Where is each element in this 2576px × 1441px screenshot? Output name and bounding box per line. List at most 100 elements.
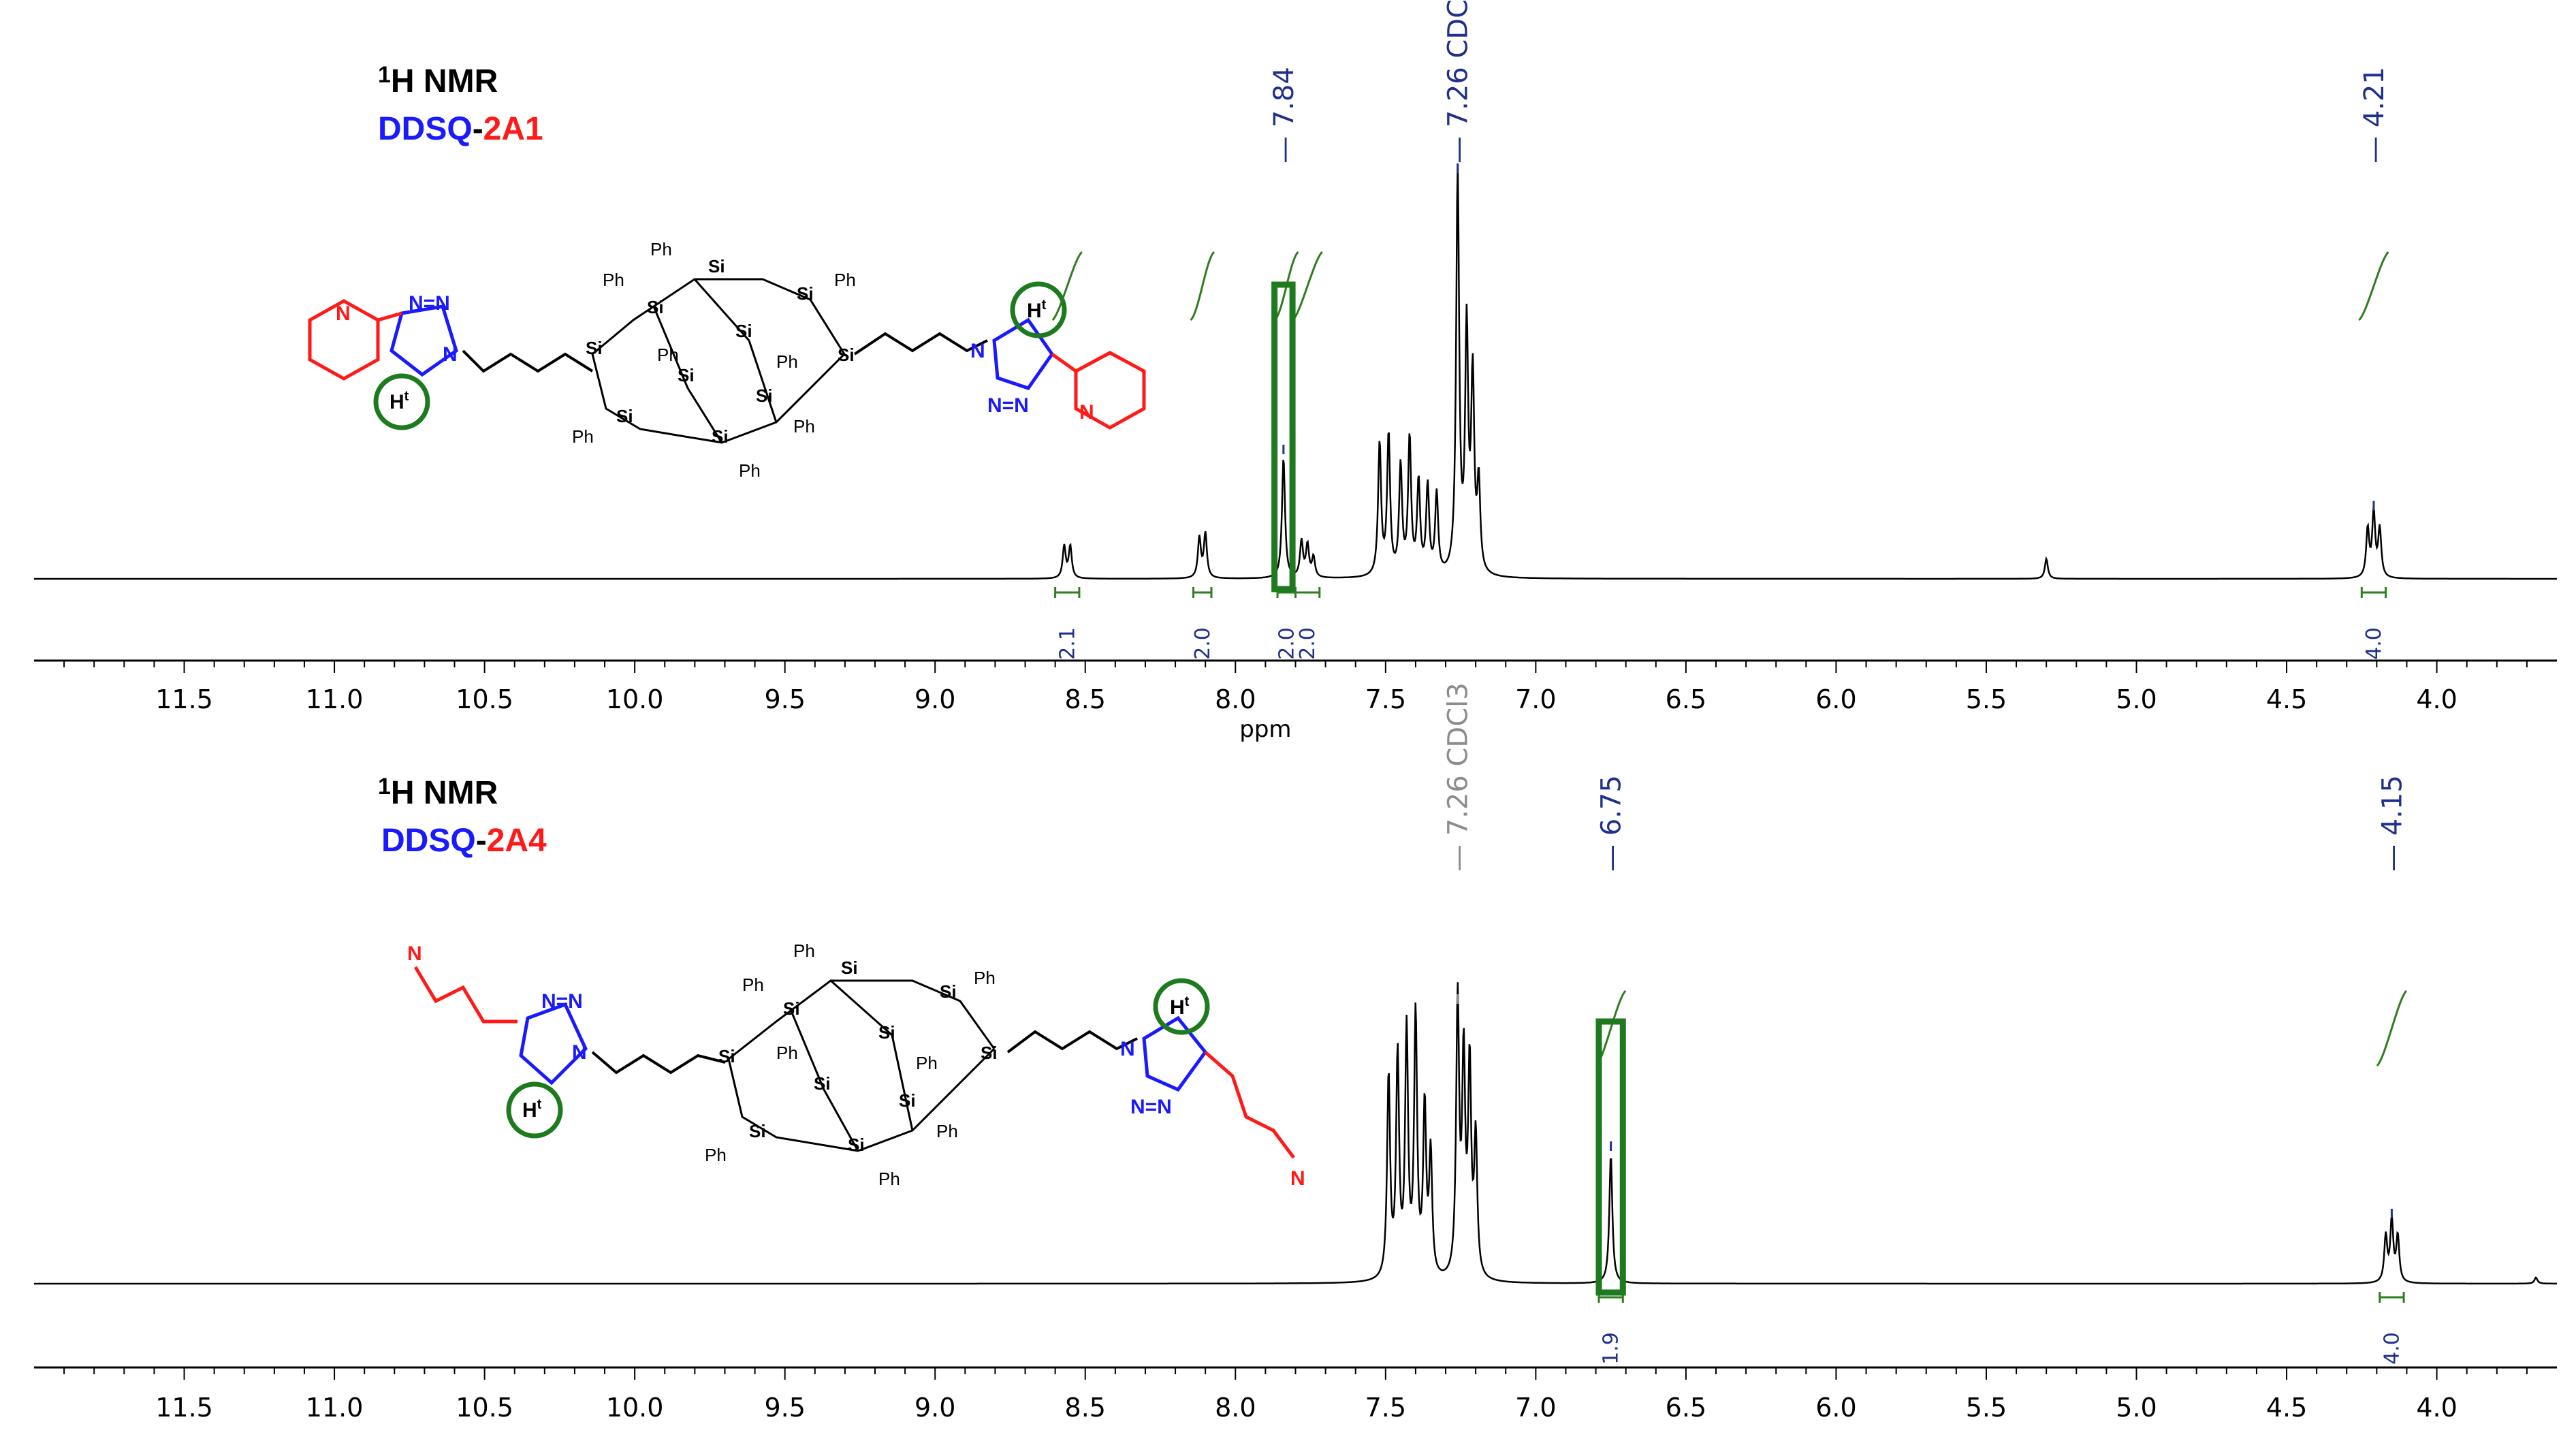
- svg-text:Ph: Ph: [742, 975, 764, 995]
- svg-text:Ph: Ph: [603, 270, 624, 290]
- x-tick-label: 11.5: [155, 684, 213, 714]
- pyridine-ring: [308, 299, 380, 381]
- svg-text:Ph: Ph: [705, 1145, 727, 1165]
- compound-suffix: 2A4: [487, 823, 547, 859]
- x-tick-label: 5.5: [1966, 1393, 2007, 1423]
- svg-text:N=N: N=N: [1130, 1096, 1172, 1118]
- compound-prefix: DDSQ: [381, 823, 476, 859]
- triazole-ring: [519, 1002, 588, 1086]
- svg-text:Ph: Ph: [793, 416, 815, 437]
- peak-label: — 4.15: [2376, 775, 2408, 872]
- triazole-ring-right: [1142, 1015, 1208, 1092]
- spectrum-panel-ddsq-2a1: 1H NMR DDSQ-2A1: [378, 62, 543, 147]
- svg-text:Si: Si: [735, 321, 752, 341]
- integral-value: 2.0: [1296, 627, 1320, 660]
- nitrile-chain-right: [1204, 1051, 1295, 1159]
- svg-text:Ph: Ph: [834, 270, 856, 290]
- integral-curve: [2358, 251, 2389, 321]
- x-tick-label: 4.0: [2416, 684, 2457, 714]
- x-tick-label: 5.5: [1966, 684, 2007, 714]
- x-tick-label: 5.0: [2116, 1393, 2157, 1423]
- svg-text:N: N: [970, 340, 985, 362]
- svg-text:N: N: [1079, 401, 1094, 424]
- peak-label: — 6.75: [1596, 775, 1627, 872]
- spectrum-trace: [34, 982, 2557, 1285]
- peak-label: — 7.26 CDCl3: [1443, 0, 1474, 163]
- x-tick-label: 10.5: [456, 684, 513, 714]
- integral-curve: [2376, 989, 2408, 1067]
- spectrum-plot-1: 11.5 11.0 10.5 10.0 9.5 9.0 8.5 8.0 7.5 7.0 6.5 6.0…: [34, 0, 2557, 743]
- svg-text:Ht: Ht: [1170, 994, 1190, 1019]
- svg-text:Si: Si: [797, 283, 814, 304]
- svg-text:N: N: [1290, 1167, 1305, 1190]
- x-tick-label: 8.0: [1215, 1393, 1256, 1423]
- x-tick-label: 8.5: [1065, 684, 1106, 714]
- integral-curve: [1051, 251, 1083, 321]
- x-tick-label: 6.0: [1815, 684, 1856, 714]
- svg-text:Si: Si: [848, 1135, 865, 1155]
- pyridine-n: N: [336, 302, 351, 325]
- svg-text:Ph: Ph: [650, 239, 672, 259]
- integral-value: 2.0: [1191, 627, 1215, 660]
- compound-label: DDSQ-2A4: [381, 823, 547, 859]
- peak-label: — 7.26 CDCl3: [1443, 682, 1474, 872]
- svg-text:Si: Si: [749, 1121, 766, 1141]
- x-tick-label: 11.0: [306, 1393, 364, 1423]
- nmr-title: 1H NMR: [378, 62, 498, 99]
- svg-text:Si: Si: [783, 998, 800, 1019]
- x-tick-label: 5.0: [2116, 684, 2157, 714]
- x-tick-label: 8.5: [1065, 1393, 1106, 1423]
- x-tick-label: 11.0: [306, 684, 364, 714]
- triazole-n1: N: [443, 343, 458, 366]
- integral-value: 4.0: [2362, 627, 2386, 660]
- x-tick-label: 9.5: [764, 1393, 805, 1423]
- x-axis-label: ppm: [1239, 716, 1291, 743]
- x-tick-label: 6.5: [1666, 684, 1706, 714]
- ht-circle: [1153, 978, 1210, 1035]
- integral-curve: [1292, 251, 1323, 321]
- propyl-chain-right: [1006, 1030, 1138, 1054]
- compound-suffix: 2A1: [483, 111, 543, 147]
- x-tick-label: 10.5: [456, 1393, 513, 1423]
- x-tick-label: 7.5: [1365, 684, 1406, 714]
- ht-label: Ht: [389, 389, 409, 413]
- ht-circle: [1010, 281, 1067, 338]
- triazole-ring-right: [992, 317, 1055, 390]
- compound-label: DDSQ-2A1: [378, 111, 543, 147]
- ddsq-2a1-structure: N N=N N Ht Si Si Si Si Si Si Si Si Si Si…: [308, 239, 1146, 481]
- propyl-chain-right: [853, 332, 988, 355]
- svg-text:Ph: Ph: [776, 1043, 798, 1063]
- ht-circle: [506, 1081, 563, 1139]
- pyridine-ring-right: [1074, 351, 1146, 430]
- x-tick-label: 6.0: [1815, 1393, 1856, 1423]
- svg-text:N=N: N=N: [987, 394, 1029, 417]
- x-tick-label: 11.5: [155, 1393, 213, 1423]
- x-tick-label: 10.0: [606, 684, 664, 714]
- integral-value: 2.0: [1275, 627, 1299, 660]
- svg-text:Ph: Ph: [878, 1169, 900, 1189]
- svg-text:Si: Si: [838, 345, 855, 365]
- ht-circle: [373, 373, 430, 430]
- nmr-title: 1H NMR: [378, 774, 498, 811]
- svg-text:Ph: Ph: [974, 968, 996, 988]
- x-tick-label: 7.0: [1515, 684, 1556, 714]
- svg-text:Si: Si: [718, 1046, 735, 1066]
- propyl-chain: [591, 1051, 726, 1075]
- svg-text:Ph: Ph: [936, 1121, 958, 1141]
- ddsq-cage: [727, 979, 996, 1152]
- svg-text:Si: Si: [841, 957, 858, 978]
- svg-text:Si: Si: [712, 426, 729, 447]
- svg-text:Si: Si: [586, 338, 603, 358]
- svg-text:Ph: Ph: [916, 1053, 938, 1073]
- nitrile-chain: [413, 966, 518, 1024]
- svg-text:N=N: N=N: [541, 990, 583, 1013]
- svg-text:Si: Si: [647, 297, 664, 317]
- triazole-n: N=N: [409, 292, 450, 315]
- svg-text:Ph: Ph: [657, 345, 679, 365]
- svg-text:N: N: [572, 1041, 587, 1064]
- svg-text:Si: Si: [940, 981, 957, 1002]
- x-tick-label: 9.0: [915, 684, 955, 714]
- integral-curve: [1190, 251, 1215, 321]
- propyl-chain: [462, 349, 594, 373]
- svg-text:Si: Si: [616, 406, 633, 426]
